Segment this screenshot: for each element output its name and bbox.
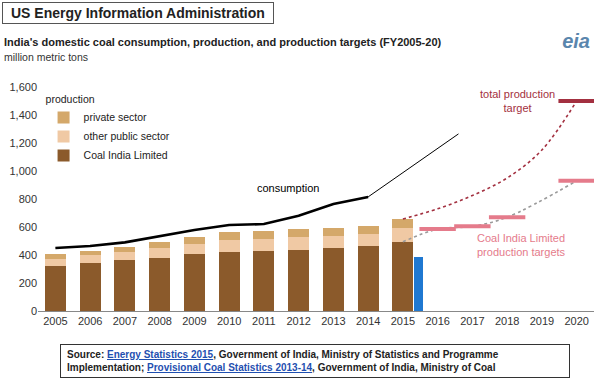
svg-text:200: 200 bbox=[19, 277, 37, 289]
svg-text:Coal India Limited: Coal India Limited bbox=[84, 149, 168, 161]
svg-text:2020: 2020 bbox=[564, 315, 588, 327]
svg-text:800: 800 bbox=[19, 193, 37, 205]
html-text:Source: Energy Statistics 2015: Source: Energy Statistics 2015, Governme… bbox=[67, 349, 499, 373]
html-text:million metric tons: million metric tons bbox=[4, 51, 88, 63]
svg-text:2005: 2005 bbox=[43, 315, 67, 327]
svg-text:2012: 2012 bbox=[286, 315, 310, 327]
svg-text:consumption: consumption bbox=[257, 182, 319, 194]
svg-text:0: 0 bbox=[31, 305, 37, 317]
svg-text:2018: 2018 bbox=[495, 315, 519, 327]
svg-text:600: 600 bbox=[19, 221, 37, 233]
svg-text:other public sector: other public sector bbox=[84, 130, 170, 142]
svg-text:production: production bbox=[46, 93, 95, 105]
html-text:US Energy Information Administ: US Energy Information Administration bbox=[11, 5, 265, 21]
html-text:eia: eia bbox=[562, 30, 590, 52]
svg-text:2009: 2009 bbox=[182, 315, 206, 327]
svg-text:2011: 2011 bbox=[252, 315, 276, 327]
svg-text:2017: 2017 bbox=[460, 315, 484, 327]
svg-text:2016: 2016 bbox=[425, 315, 449, 327]
svg-text:400: 400 bbox=[19, 249, 37, 261]
svg-text:1,600: 1,600 bbox=[9, 81, 37, 93]
svg-text:1,400: 1,400 bbox=[9, 109, 37, 121]
svg-text:2015: 2015 bbox=[391, 315, 415, 327]
svg-text:2006: 2006 bbox=[78, 315, 102, 327]
svg-text:2019: 2019 bbox=[530, 315, 554, 327]
svg-text:2007: 2007 bbox=[113, 315, 137, 327]
svg-text:2010: 2010 bbox=[217, 315, 241, 327]
svg-text:1,000: 1,000 bbox=[9, 165, 37, 177]
svg-text:total productiontarget: total productiontarget bbox=[480, 88, 555, 114]
svg-text:2013: 2013 bbox=[321, 315, 345, 327]
html-text:India's domestic coal consumpt: India's domestic coal consumption, produ… bbox=[4, 36, 442, 48]
svg-text:2008: 2008 bbox=[147, 315, 171, 327]
svg-text:1,200: 1,200 bbox=[9, 137, 37, 149]
svg-text:private sector: private sector bbox=[84, 111, 148, 123]
svg-text:Coal India Limitedproduction t: Coal India Limitedproduction targets bbox=[477, 232, 566, 258]
svg-text:2014: 2014 bbox=[356, 315, 380, 327]
